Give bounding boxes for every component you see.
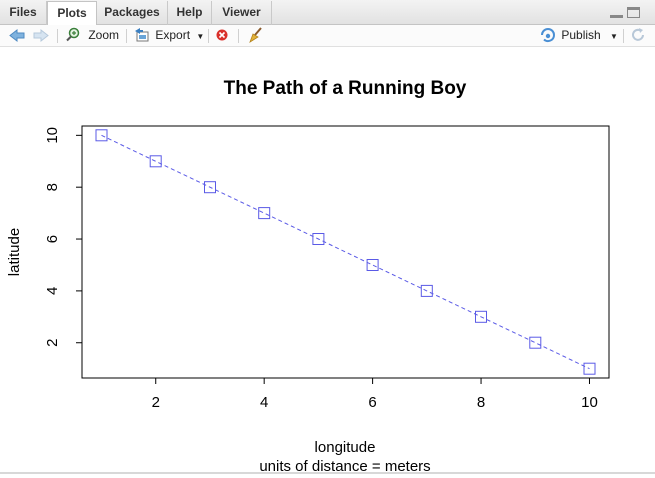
minimize-pane-icon[interactable] [610,7,623,18]
data-point [529,336,542,349]
y-tick-label: 6 [44,235,61,243]
data-points [95,129,596,375]
y-tick-label: 4 [44,287,61,295]
x-tick-label: 8 [477,394,485,411]
data-point [583,362,596,375]
remove-plot-icon[interactable] [215,25,229,46]
export-icon [135,28,149,42]
data-point [312,233,325,245]
zoom-button[interactable]: Zoom [65,25,119,46]
y-tick-label: 2 [44,339,61,347]
tab-packages[interactable]: Packages [97,1,168,25]
chevron-down-icon: ▼ [610,32,618,41]
data-point [204,181,216,194]
toolbar-separator [238,29,239,43]
toolbar-separator [126,29,127,43]
refresh-icon[interactable] [629,25,647,46]
chart-title: The Path of a Running Boy [224,78,467,99]
tab-help[interactable]: Help [168,1,212,25]
y-tick-label: 8 [44,183,61,191]
forward-arrow-icon[interactable] [32,25,50,46]
data-point [95,129,108,142]
zoom-icon [66,27,80,42]
export-label: Export [155,28,191,42]
toolbar-separator [623,29,624,43]
data-point [366,259,379,271]
x-axis: 2 4 6 8 10 [152,377,598,411]
x-tick-label: 4 [260,394,268,411]
toolbar-separator [57,29,58,43]
publish-icon [541,28,556,43]
series-line [101,134,590,370]
zoom-label: Zoom [88,28,120,42]
y-axis: 2 4 6 8 10 [44,127,83,347]
data-point [420,284,433,297]
x-axis-label: longitude [315,439,376,456]
y-tick-label: 10 [44,127,61,144]
toolbar-separator [208,29,209,43]
y-axis-label: latitude [6,228,23,276]
data-point [149,155,162,168]
plot-canvas: The Path of a Running Boy 2 4 6 8 10 246810 … [0,78,655,475]
publish-label: Publish [561,28,601,42]
x-tick-label: 2 [152,394,160,411]
plots-toolbar: Zoom Export ▼ Publish ▼ [0,25,655,47]
data-point [475,310,487,323]
tab-files[interactable]: Files [0,1,47,25]
back-arrow-icon[interactable] [8,25,26,46]
publish-button[interactable]: Publish ▼ [540,25,618,46]
x-axis-sublabel: units of distance = meters [259,458,430,475]
pane-tab-bar: Files Plots Packages Help Viewer [0,0,655,26]
x-tick-label: 6 [368,394,376,411]
x-tick-label: 10 [581,394,598,411]
tab-viewer[interactable]: Viewer [212,1,272,25]
chevron-down-icon: ▼ [196,32,205,41]
broom-icon[interactable] [247,25,265,46]
data-point [258,207,271,220]
tab-plots[interactable]: Plots [47,1,97,26]
maximize-pane-icon[interactable] [627,7,640,18]
export-button[interactable]: Export ▼ [134,25,204,46]
